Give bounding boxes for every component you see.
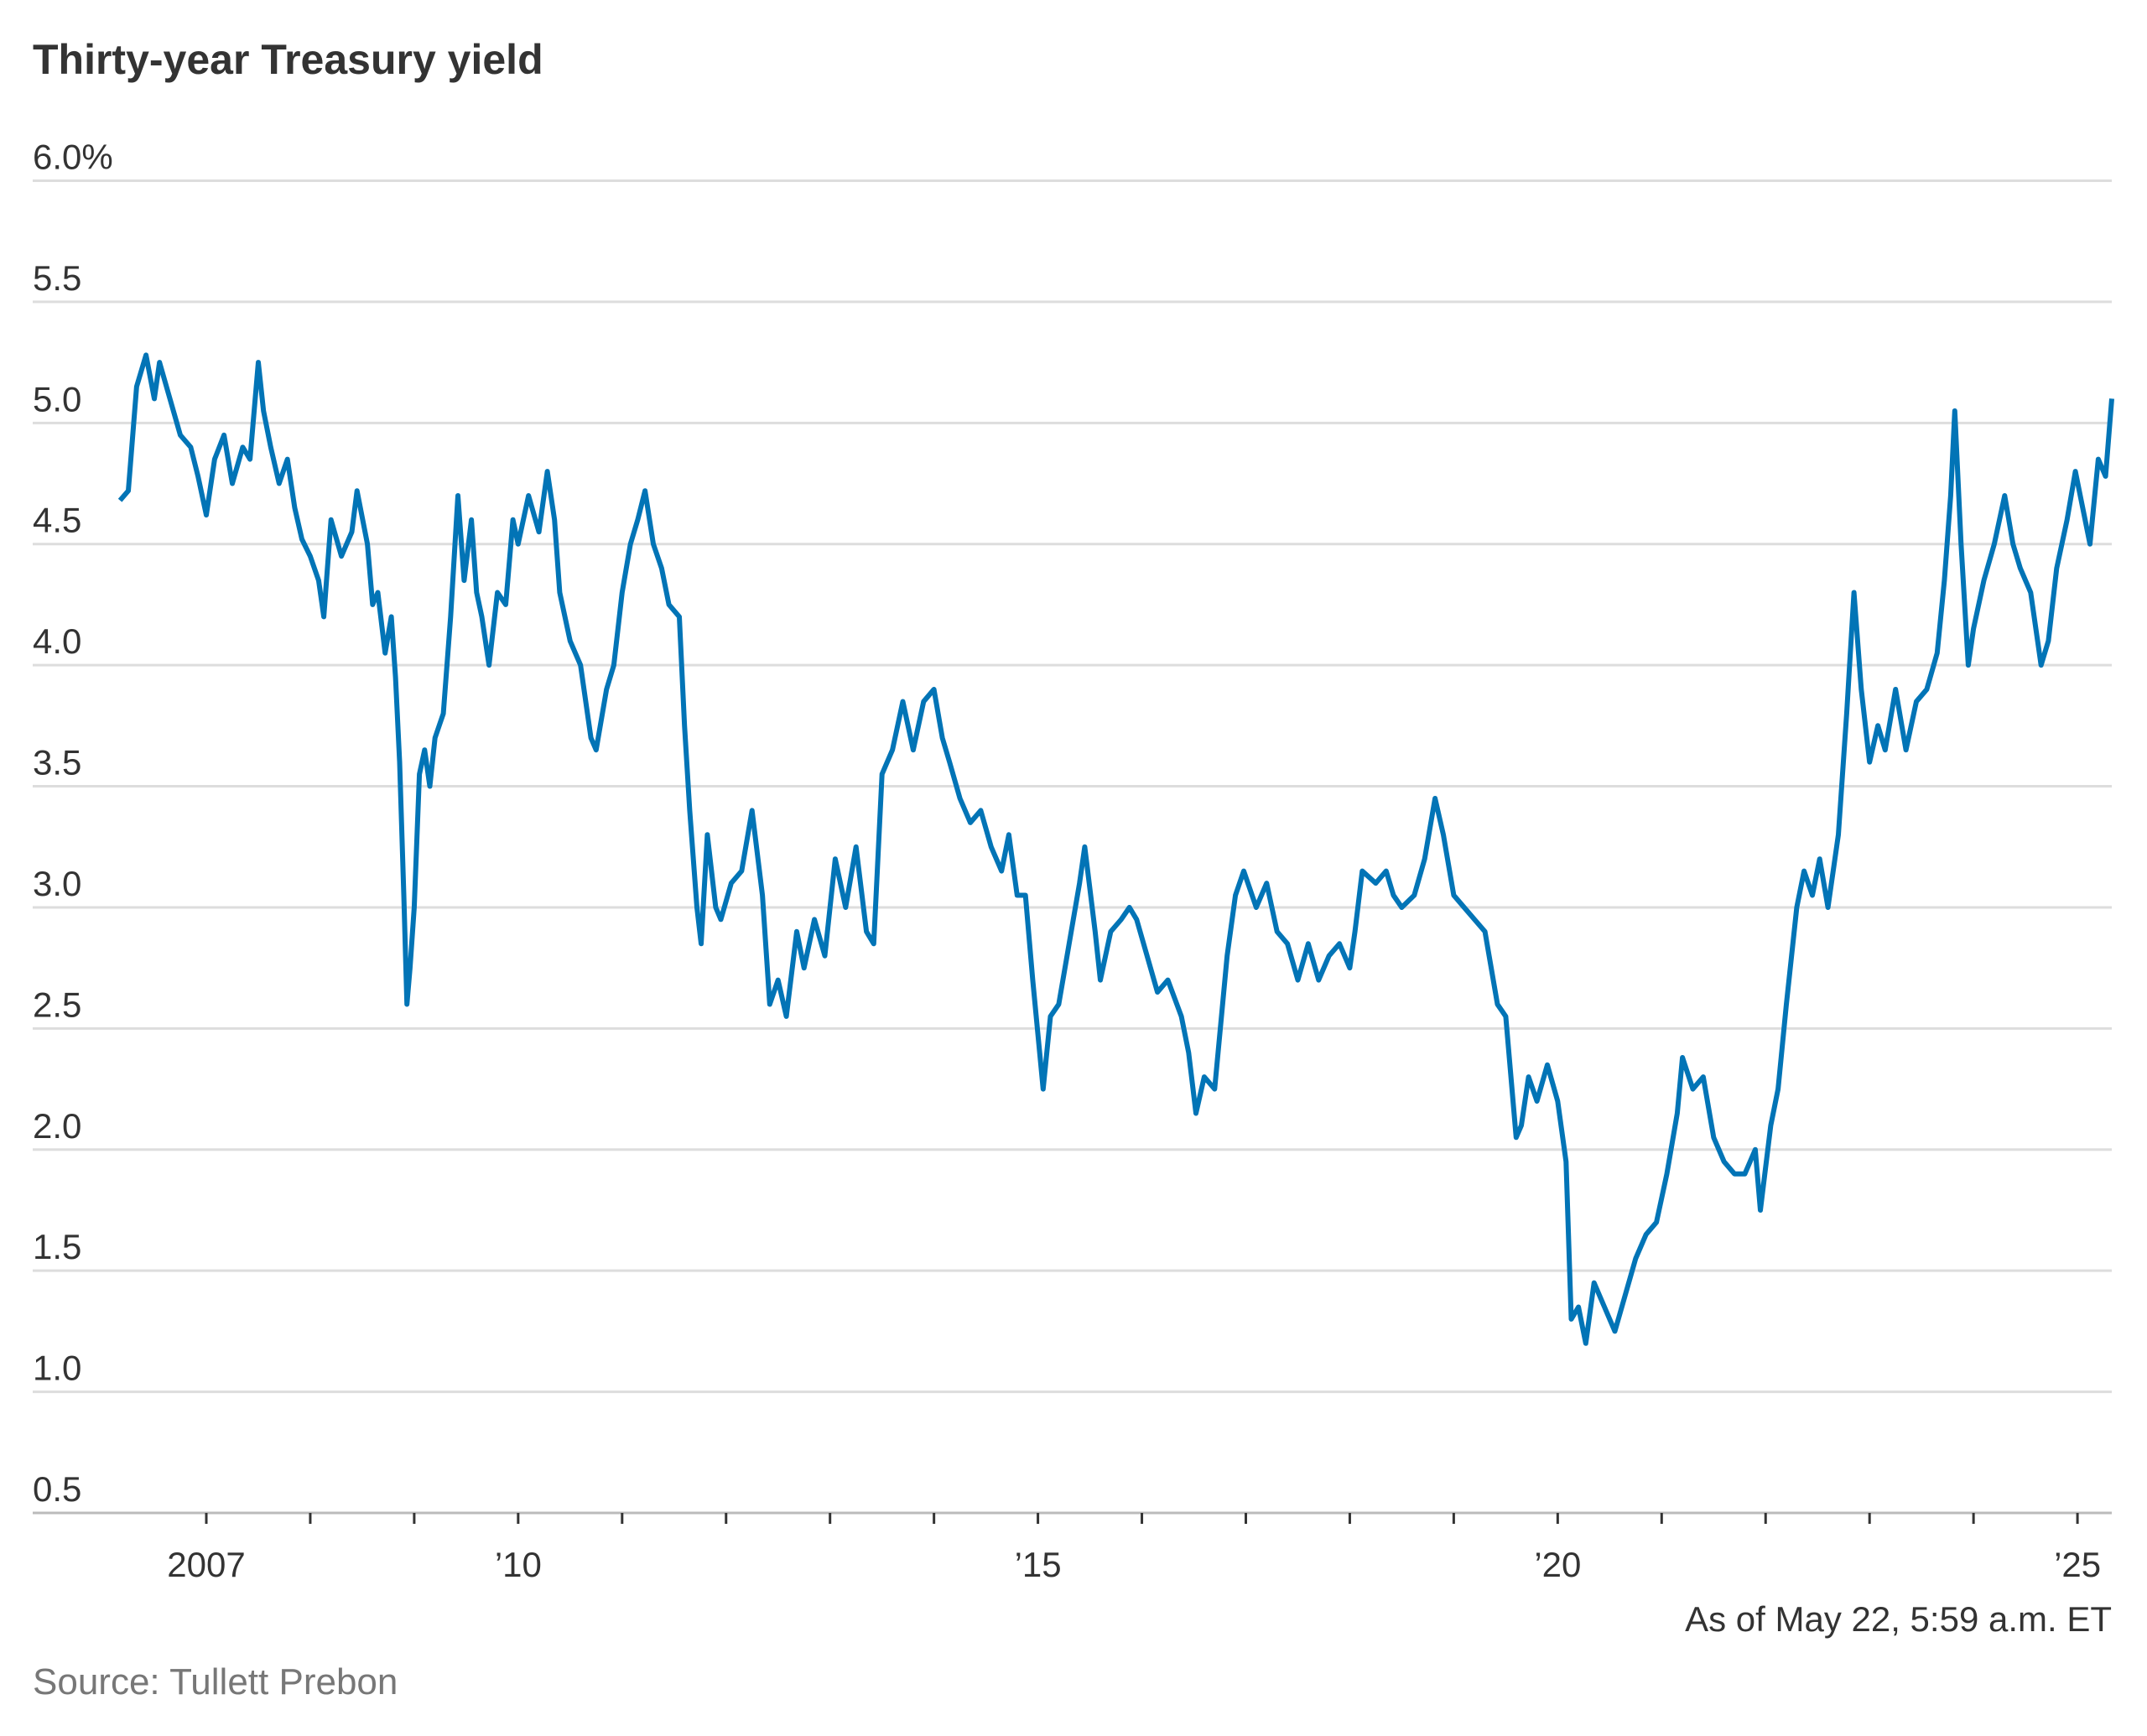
y-tick-label: 4.5 xyxy=(33,501,81,540)
y-tick-label: 6.0% xyxy=(33,138,113,177)
source: Source: Tullett Prebon xyxy=(33,1661,398,1702)
x-tick-label: 2007 xyxy=(167,1545,245,1584)
y-tick-label: 1.5 xyxy=(33,1227,81,1266)
annotation: As of May 22, 5:59 a.m. ET xyxy=(1685,1599,2112,1639)
y-tick-label: 2.5 xyxy=(33,985,81,1024)
y-tick-label: 1.0 xyxy=(33,1349,81,1388)
line xyxy=(117,352,2114,1346)
y-tick-label: 4.0 xyxy=(33,621,81,661)
y-tick-label: 2.0 xyxy=(33,1106,81,1146)
x-tick-label: ’10 xyxy=(495,1545,542,1584)
y-tick-label: 0.5 xyxy=(33,1469,81,1509)
y-tick-label: 3.5 xyxy=(33,743,81,782)
x-tick-label: ’20 xyxy=(1534,1545,1581,1584)
y-tick-label: 3.0 xyxy=(33,864,81,903)
y-tick-label: 5.0 xyxy=(33,379,81,418)
chart-title: Thirty-year Treasury yield xyxy=(33,36,543,83)
x-tick-label: ’15 xyxy=(1015,1545,1062,1584)
y-tick-label: 5.5 xyxy=(33,258,81,298)
x-tick-label: ’25 xyxy=(2054,1545,2101,1584)
